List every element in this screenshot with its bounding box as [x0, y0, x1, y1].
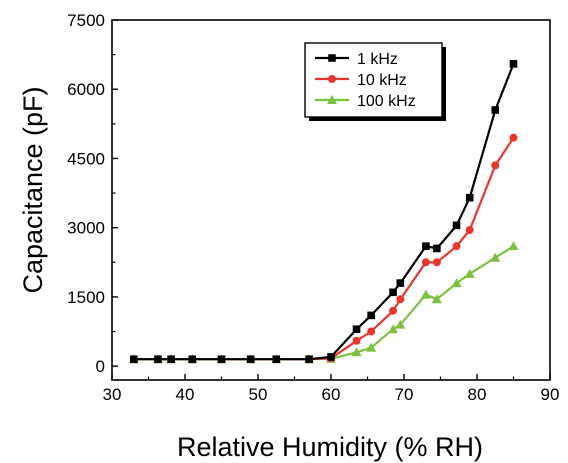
data-point-10-khz — [352, 336, 361, 345]
data-point-1-khz — [305, 355, 313, 364]
data-point-100-khz — [395, 319, 406, 329]
x-tick-label: 30 — [103, 385, 122, 404]
data-point-10-khz — [491, 161, 500, 170]
data-point-100-khz — [451, 278, 462, 288]
x-tick-label: 40 — [176, 385, 195, 404]
x-tick-label: 90 — [541, 385, 560, 404]
x-tick-label: 60 — [322, 385, 341, 404]
data-point-1-khz — [352, 325, 361, 334]
data-point-100-khz — [351, 347, 362, 357]
data-point-1-khz — [509, 60, 518, 68]
data-point-1-khz — [433, 244, 441, 253]
x-tick-label: 80 — [468, 385, 487, 404]
legend-label-10-khz: 10 kHz — [357, 72, 407, 89]
data-point-10-khz — [421, 258, 430, 267]
data-point-1-khz — [389, 288, 397, 297]
y-tick-label: 6000 — [67, 80, 105, 99]
data-point-10-khz — [396, 295, 405, 304]
legend-marker-100-khz — [327, 95, 337, 104]
data-point-100-khz — [464, 268, 475, 278]
y-tick-label: 7500 — [67, 11, 105, 30]
data-point-10-khz — [452, 242, 461, 251]
data-point-1-khz — [465, 193, 474, 202]
data-point-100-khz — [508, 241, 519, 251]
series-line-100-khz — [133, 245, 515, 361]
y-tick-label: 4500 — [67, 149, 105, 168]
data-point-100-khz — [420, 289, 431, 299]
legend: 1 kHz 10 kHz 100 kHz — [304, 42, 446, 121]
data-point-100-khz — [366, 342, 377, 352]
y-tick-label: 0 — [96, 357, 105, 376]
data-point-1-khz — [367, 311, 375, 320]
legend-marker-10-khz — [328, 75, 336, 83]
data-point-1-khz — [327, 353, 335, 361]
data-point-1-khz — [452, 221, 461, 230]
data-point-10-khz — [389, 306, 398, 315]
y-axis-label: Capacitance (pF) — [18, 86, 48, 293]
y-tick-label: 3000 — [67, 219, 105, 238]
y-tick-label: 1500 — [67, 288, 105, 307]
data-point-1-khz — [422, 242, 430, 250]
data-point-1-khz — [167, 355, 175, 364]
data-point-10-khz — [509, 133, 518, 142]
data-point-1-khz — [396, 279, 405, 287]
data-point-1-khz — [491, 106, 500, 114]
data-point-100-khz — [490, 252, 501, 262]
data-point-100-khz — [431, 294, 442, 304]
data-point-10-khz — [432, 258, 441, 267]
x-tick-label: 70 — [395, 385, 414, 404]
data-point-1-khz — [154, 355, 162, 364]
data-point-10-khz — [367, 327, 376, 336]
data-point-1-khz — [272, 355, 281, 364]
data-point-1-khz — [188, 355, 197, 364]
data-point-1-khz — [246, 355, 255, 364]
x-tick-label: 50 — [249, 385, 268, 404]
legend-marker-1-khz — [328, 54, 336, 62]
plot-area: 30 40 50 60 70 80 90 0 1500 3000 4500 6000 7500 — [67, 11, 559, 404]
data-point-100-khz — [388, 324, 399, 334]
legend-label-100-khz: 100 kHz — [357, 93, 416, 110]
data-point-1-khz — [217, 355, 226, 364]
legend-label-1-khz: 1 kHz — [357, 51, 398, 68]
data-point-10-khz — [465, 226, 474, 234]
x-axis-label: Relative Humidity (% RH) — [177, 432, 483, 462]
data-point-1-khz — [130, 355, 138, 364]
